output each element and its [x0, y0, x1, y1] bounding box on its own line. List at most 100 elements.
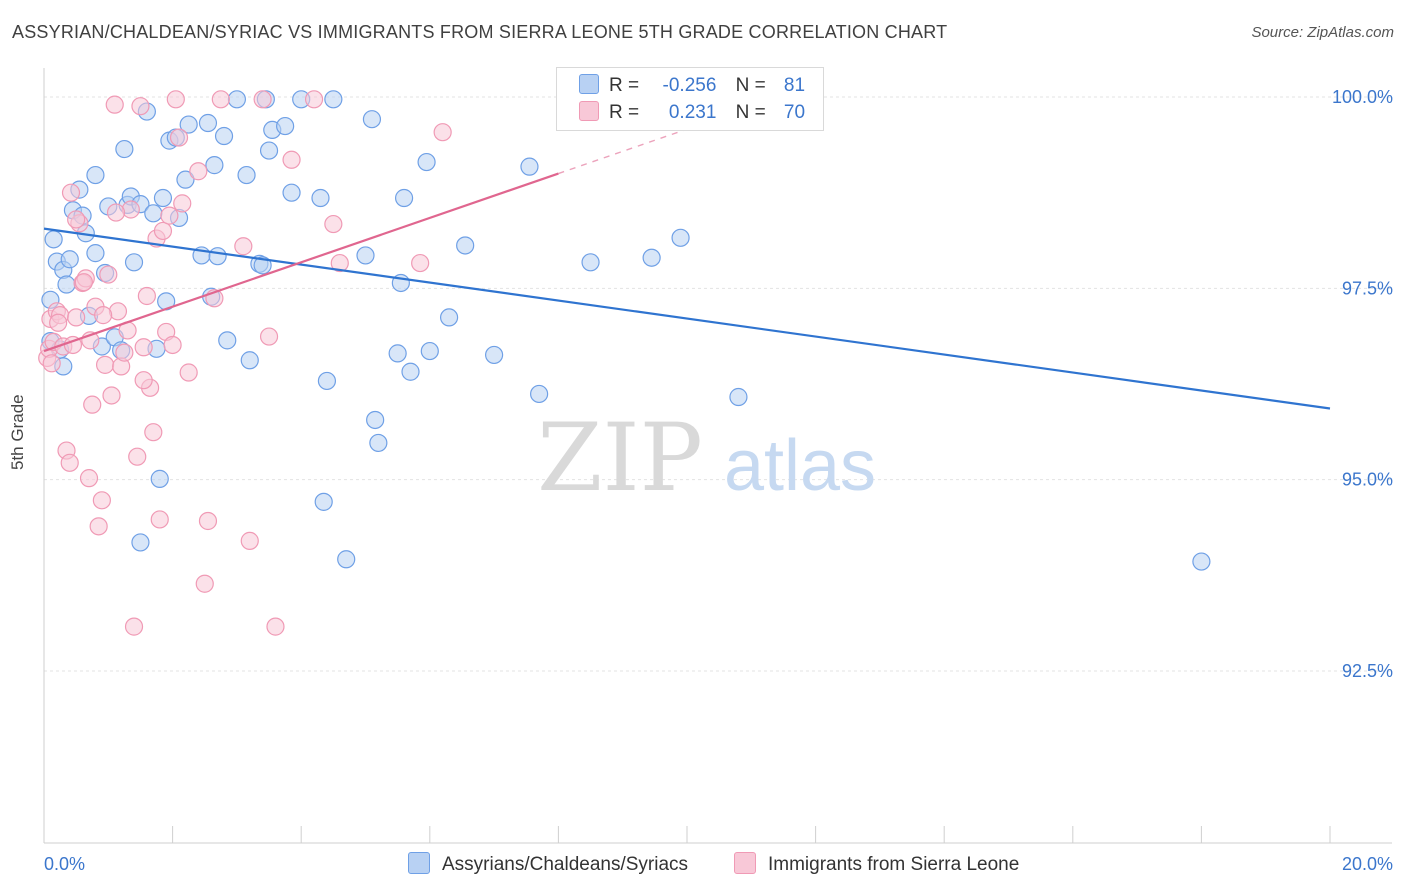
- data-point: [311, 188, 330, 208]
- data-point: [485, 345, 504, 365]
- stats-swatch-blue: [579, 74, 599, 94]
- data-point: [160, 206, 179, 225]
- data-point: [214, 126, 234, 146]
- data-point: [153, 188, 173, 208]
- data-point: [581, 253, 600, 272]
- data-point: [282, 183, 301, 202]
- data-point: [259, 327, 279, 346]
- data-point: [394, 188, 414, 208]
- legend-item-assyrians[interactable]: Assyrians/Chaldeans/Syriacs: [408, 852, 688, 876]
- data-point: [115, 139, 134, 159]
- data-point: [237, 165, 256, 185]
- data-point: [74, 273, 93, 292]
- data-point: [150, 510, 169, 529]
- stats-r-label: R =: [609, 102, 640, 123]
- data-point: [153, 221, 173, 241]
- data-point: [83, 395, 102, 414]
- data-point: [671, 228, 690, 247]
- data-point: [102, 386, 121, 405]
- y-tick-label: 100.0%: [1332, 87, 1393, 107]
- data-point: [401, 362, 420, 381]
- data-point: [195, 574, 214, 593]
- data-point: [324, 214, 343, 234]
- chart-title: ASSYRIAN/CHALDEAN/SYRIAC VS IMMIGRANTS F…: [12, 22, 948, 42]
- data-point: [92, 491, 111, 510]
- data-point: [729, 387, 748, 407]
- watermark-zip: ZIP: [537, 404, 703, 513]
- data-point: [388, 344, 407, 363]
- data-point: [144, 423, 163, 442]
- data-point: [1192, 552, 1211, 571]
- y-tick-label: 92.5%: [1342, 661, 1393, 681]
- data-point: [366, 410, 385, 430]
- data-point: [60, 250, 79, 269]
- data-point: [121, 200, 140, 219]
- data-point: [642, 248, 661, 267]
- data-point: [86, 165, 105, 185]
- data-point: [137, 286, 156, 306]
- stats-r-value: 0.231: [668, 102, 717, 123]
- data-point: [131, 533, 150, 552]
- stats-n-value: 81: [783, 75, 806, 96]
- data-point: [105, 95, 124, 114]
- data-point: [324, 90, 343, 109]
- data-point: [166, 90, 185, 109]
- data-point: [314, 492, 333, 511]
- data-point: [218, 331, 237, 350]
- data-point: [150, 469, 169, 488]
- legend-label-assyrians: Assyrians/Chaldeans/Syriacs: [442, 854, 689, 875]
- data-point: [240, 351, 259, 370]
- data-point: [266, 617, 285, 636]
- stats-r-value: -0.256: [662, 75, 717, 96]
- stats-n-label: N =: [735, 75, 766, 96]
- stats-row-assyrians: R = -0.256 N = 81: [579, 74, 805, 100]
- y-tick-label: 97.5%: [1342, 278, 1393, 298]
- data-point: [439, 308, 459, 327]
- watermark: ZIP atlas: [537, 404, 876, 513]
- data-point: [128, 447, 147, 466]
- trend-lines: [43, 106, 1331, 410]
- data-point: [179, 363, 198, 382]
- data-point: [530, 384, 549, 404]
- data-point: [67, 210, 86, 229]
- data-point: [433, 123, 452, 142]
- stats-swatch-pink: [579, 101, 599, 121]
- data-point: [173, 194, 192, 213]
- watermark-atlas: atlas: [724, 426, 876, 506]
- data-point: [211, 90, 230, 109]
- data-point: [131, 97, 150, 116]
- data-point: [253, 256, 272, 275]
- trend-line: [43, 227, 1331, 410]
- data-point: [337, 550, 356, 569]
- data-point: [205, 156, 224, 175]
- data-point: [86, 244, 105, 263]
- data-point: [417, 152, 436, 172]
- legend-label-sierra-leone: Immigrants from Sierra Leone: [768, 854, 1020, 875]
- data-point: [106, 203, 126, 222]
- legend-item-sierra-leone[interactable]: Immigrants from Sierra Leone: [734, 852, 1019, 876]
- data-point: [94, 306, 113, 325]
- data-point: [144, 204, 163, 223]
- data-point: [60, 453, 79, 472]
- trend-line: [43, 172, 559, 353]
- data-point: [67, 308, 86, 327]
- data-point: [179, 115, 198, 134]
- data-point: [198, 113, 218, 133]
- x-tick-label: 20.0%: [1342, 854, 1393, 874]
- data-point: [240, 531, 259, 550]
- data-point: [61, 183, 81, 202]
- data-point: [304, 90, 324, 109]
- data-point: [198, 511, 218, 531]
- data-point: [253, 90, 272, 109]
- data-point: [411, 253, 430, 273]
- data-point: [282, 150, 301, 169]
- legend-swatch-pink: [734, 852, 756, 874]
- data-point: [44, 230, 63, 249]
- x-tick-label: 0.0%: [44, 854, 85, 874]
- chart-source: Source: ZipAtlas.com: [1251, 24, 1394, 41]
- series-sierra-leone-points: [38, 90, 452, 636]
- data-point: [362, 110, 382, 129]
- data-point: [57, 275, 76, 294]
- data-point: [227, 90, 246, 109]
